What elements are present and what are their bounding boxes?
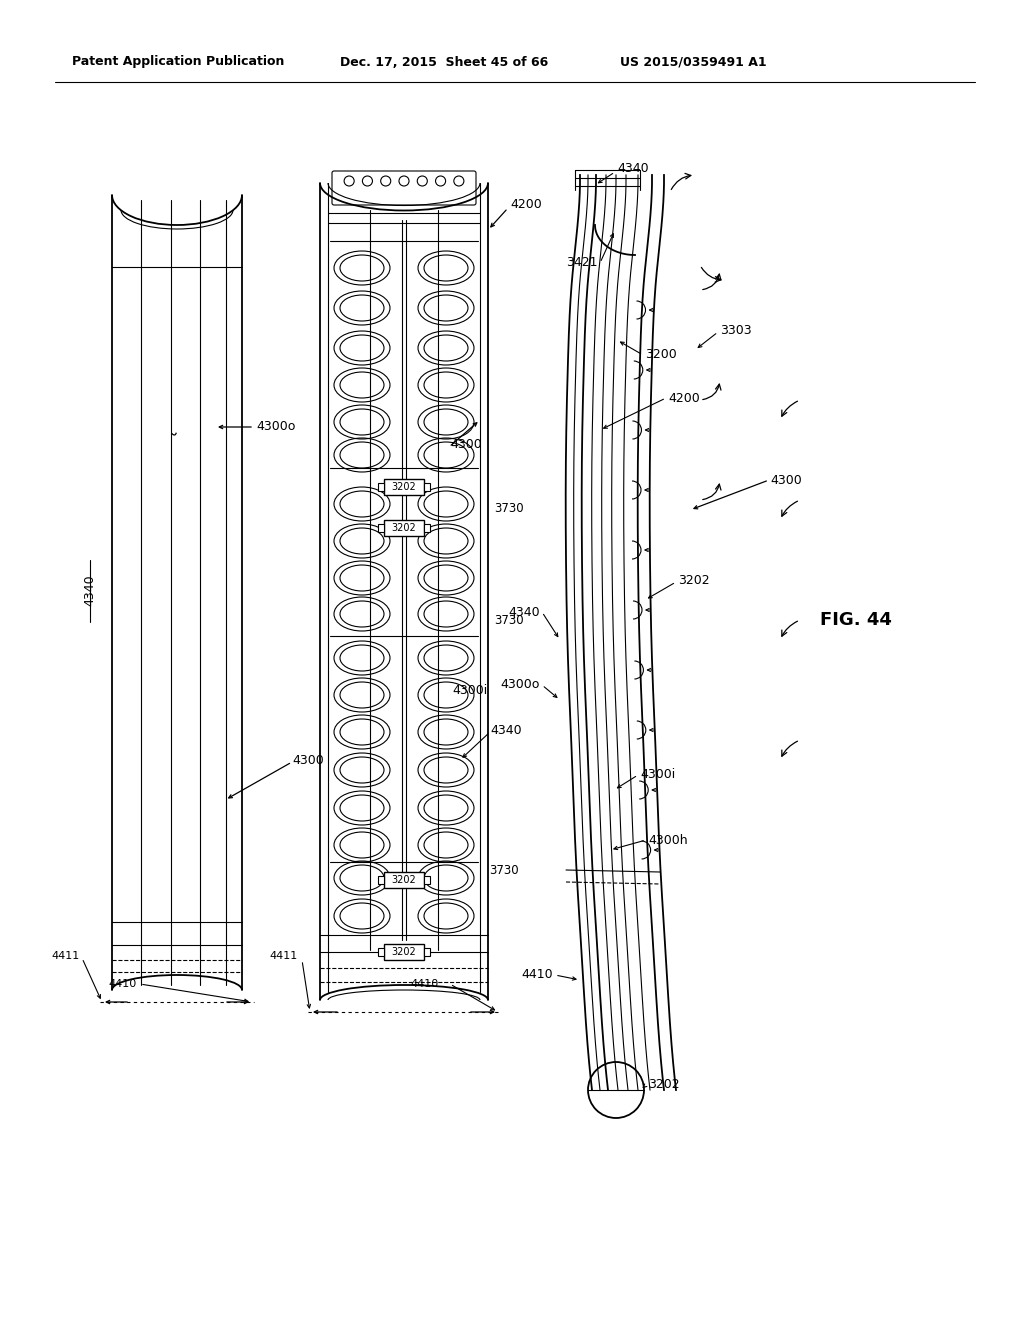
Text: US 2015/0359491 A1: US 2015/0359491 A1: [620, 55, 767, 69]
Bar: [378, 483, 384, 491]
Text: 3202: 3202: [391, 482, 417, 492]
Text: 4200: 4200: [510, 198, 542, 211]
Bar: [378, 524, 384, 532]
Bar: [378, 948, 384, 956]
Bar: [384, 873, 424, 888]
Text: 4300: 4300: [292, 754, 324, 767]
Text: 4340: 4340: [490, 723, 521, 737]
Text: 3730: 3730: [494, 614, 523, 627]
Bar: [424, 483, 430, 491]
Bar: [424, 876, 430, 884]
Text: 4300: 4300: [450, 438, 481, 451]
Text: 3303: 3303: [720, 323, 752, 337]
Text: 4300: 4300: [770, 474, 802, 487]
Bar: [424, 948, 430, 956]
Text: 4300o: 4300o: [501, 678, 540, 692]
Text: 4410: 4410: [108, 979, 136, 989]
Text: 4410: 4410: [410, 979, 438, 989]
Text: 4340: 4340: [508, 606, 540, 619]
Text: 3202: 3202: [678, 573, 710, 586]
Bar: [384, 479, 424, 495]
Text: 3421: 3421: [566, 256, 598, 269]
Text: 3730: 3730: [489, 863, 518, 876]
Text: Dec. 17, 2015  Sheet 45 of 66: Dec. 17, 2015 Sheet 45 of 66: [340, 55, 548, 69]
Text: 4300o: 4300o: [256, 421, 295, 433]
Text: 4300i: 4300i: [452, 684, 487, 697]
Text: 3730: 3730: [494, 502, 523, 515]
Text: 4410: 4410: [521, 969, 553, 982]
Text: 3202: 3202: [391, 875, 417, 884]
Text: 3202: 3202: [648, 1078, 680, 1092]
Text: 4340: 4340: [84, 574, 96, 606]
Text: 4340: 4340: [617, 161, 648, 174]
Text: 4300h: 4300h: [648, 833, 688, 846]
Text: 4411: 4411: [269, 950, 298, 961]
Bar: [384, 944, 424, 960]
Bar: [424, 524, 430, 532]
Text: 3202: 3202: [391, 946, 417, 957]
Text: 3202: 3202: [391, 523, 417, 533]
Text: 3200: 3200: [645, 348, 677, 362]
Text: FIG. 44: FIG. 44: [820, 611, 892, 630]
Text: 4200: 4200: [668, 392, 699, 404]
Text: Patent Application Publication: Patent Application Publication: [72, 55, 285, 69]
Bar: [378, 876, 384, 884]
Bar: [384, 520, 424, 536]
Text: 4300i: 4300i: [640, 768, 675, 781]
Text: 4411: 4411: [52, 950, 80, 961]
